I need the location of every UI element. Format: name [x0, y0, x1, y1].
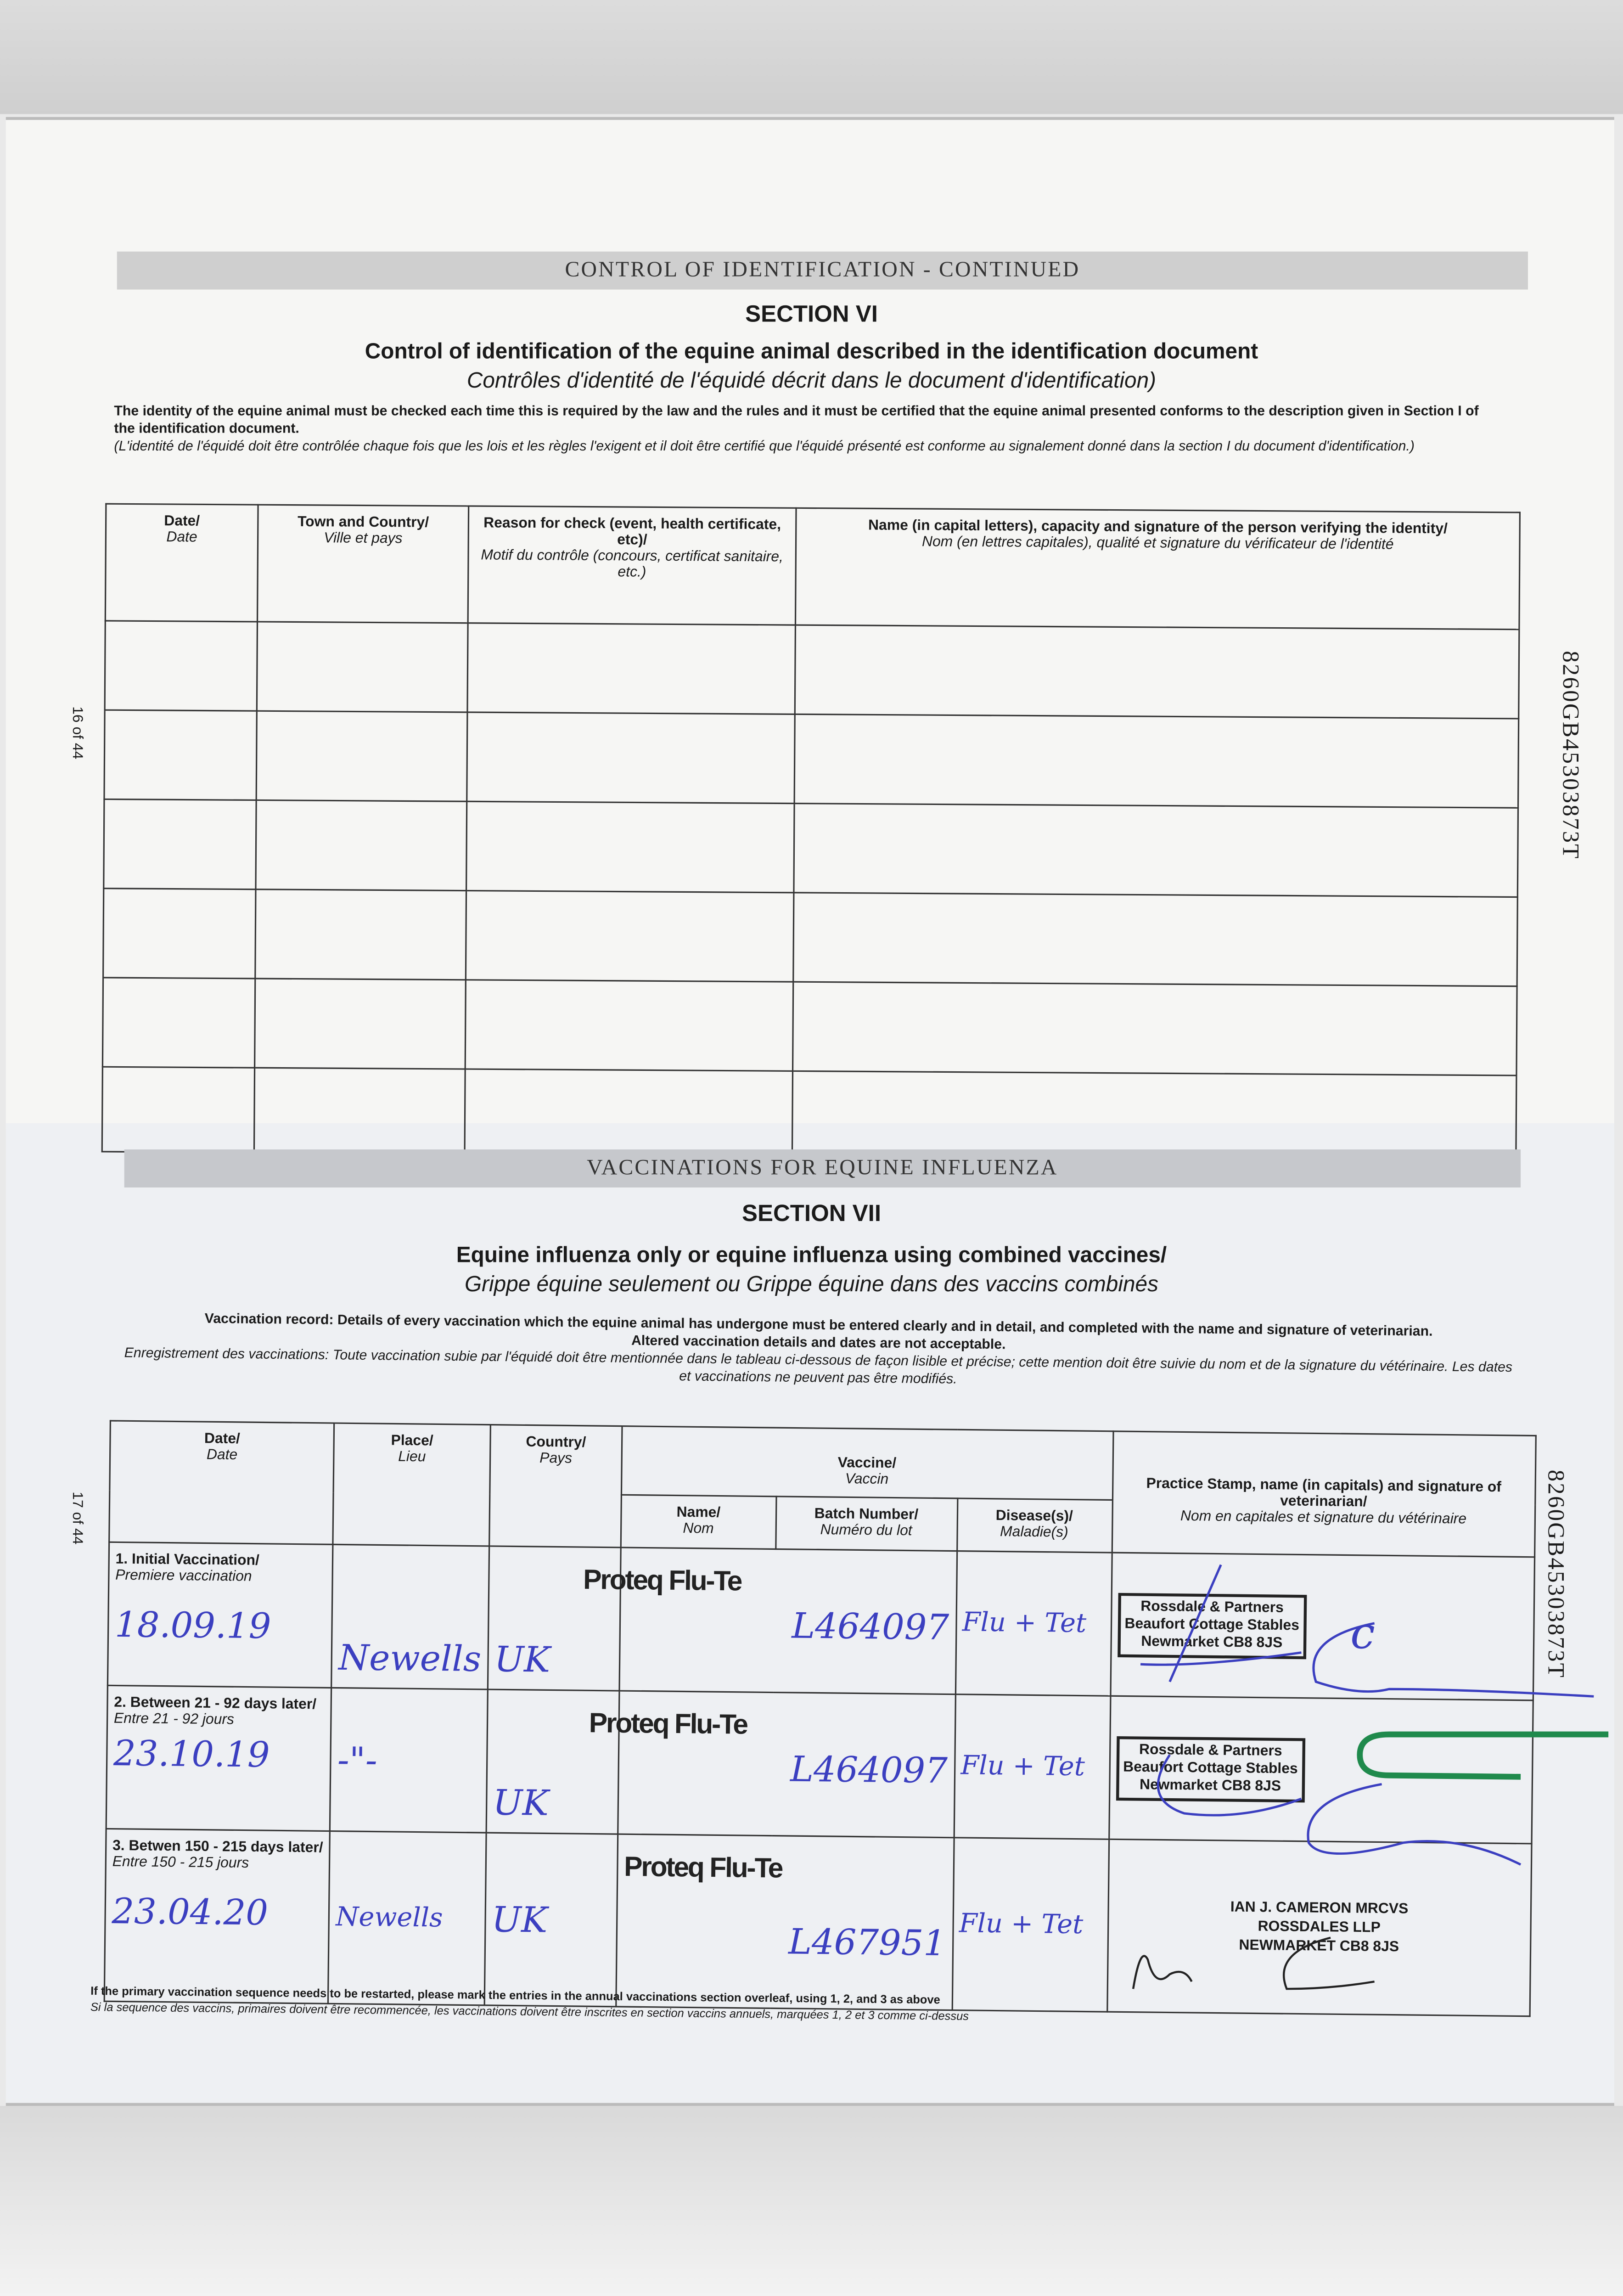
place-cell[interactable]: Newells — [328, 1831, 486, 2005]
header-stamp: Practice Stamp, name (in capitals) and s… — [1111, 1431, 1536, 1557]
batch-value: L464097 — [790, 1749, 948, 1792]
table-header-row: Date/Date Town and Country/Ville et pays… — [105, 504, 1520, 630]
date-cell[interactable]: 2. Between 21 - 92 days later/Entre 21 -… — [106, 1685, 332, 1831]
cell[interactable] — [793, 892, 1518, 986]
table-row — [104, 710, 1519, 808]
section-heading: SECTION VI — [745, 303, 878, 328]
identity-note-en: The identity of the equine animal must b… — [114, 403, 1479, 438]
signature-2 — [1157, 1754, 1522, 1866]
section-title-fr: Grippe équine seulement ou Grippe équine… — [464, 1272, 1159, 1297]
date-value: 23.04.20 — [112, 1891, 269, 1934]
cell[interactable] — [103, 888, 256, 979]
cell[interactable] — [254, 978, 466, 1069]
date-cell[interactable]: 3. Betwen 150 - 215 days later/Entre 150… — [104, 1829, 330, 2004]
header-place: Place/Lieu — [333, 1423, 490, 1546]
paperclip-icon — [1357, 1731, 1609, 1780]
vaccine-cell[interactable]: Proteq Flu-Te L464097 — [583, 1547, 957, 1694]
date-cell[interactable]: 1. Initial Vaccination/Premiere vaccinat… — [107, 1542, 333, 1688]
cell[interactable] — [792, 982, 1517, 1076]
header-country: Country/Pays — [489, 1424, 622, 1548]
vaccination-note-en2: Altered vaccination details and dates ar… — [631, 1333, 1006, 1353]
cell[interactable] — [255, 800, 467, 891]
date-value: 23.10.19 — [113, 1733, 270, 1776]
table-row — [102, 977, 1517, 1076]
vet-signatures — [1132, 1564, 1594, 1990]
cell[interactable] — [104, 710, 257, 800]
cell[interactable] — [465, 979, 793, 1071]
cell[interactable] — [792, 1071, 1516, 1160]
cell[interactable] — [795, 625, 1519, 719]
cell[interactable] — [255, 889, 466, 980]
vaccine-name-stamp: Proteq Flu-Te — [583, 1565, 741, 1598]
header-vaccine: Vaccine/Vaccin — [621, 1426, 1113, 1500]
cell[interactable] — [256, 711, 467, 802]
cell[interactable] — [465, 1069, 793, 1156]
section-banner: CONTROL OF IDENTIFICATION - CONTINUED — [117, 251, 1528, 290]
table-row — [102, 1067, 1516, 1160]
cell[interactable] — [257, 621, 468, 712]
table-row — [103, 888, 1518, 986]
batch-value: L464097 — [792, 1605, 949, 1649]
signature-3 — [1132, 1936, 1375, 1990]
section-title: Control of identification of the equine … — [365, 339, 1258, 364]
cell[interactable] — [793, 803, 1518, 897]
header-verifier: Name (in capital letters), capacity and … — [795, 508, 1520, 630]
page-number: 17 of 44 — [68, 1491, 85, 1545]
country-cell[interactable]: UK — [484, 1833, 618, 2007]
document-id: 8260GB45303873T — [1557, 651, 1582, 860]
section-heading: SECTION VII — [742, 1202, 881, 1227]
header-vaccine-name: Name/Nom — [621, 1495, 776, 1549]
vaccine-cell[interactable]: Proteq Flu-Te L464097 — [589, 1691, 955, 1838]
identity-check-table: Date/Date Town and Country/Ville et pays… — [101, 503, 1521, 1161]
header-town-country: Town and Country/Ville et pays — [257, 505, 469, 623]
header-disease: Disease(s)/Maladie(s) — [956, 1498, 1112, 1553]
cell[interactable] — [105, 620, 258, 711]
vaccination-note: Vaccination record: Details of every vac… — [124, 1310, 1513, 1395]
cell[interactable] — [467, 623, 796, 715]
cell[interactable] — [466, 890, 794, 982]
scan-bottom-edge — [0, 2105, 1623, 2296]
section-banner: VACCINATIONS FOR EQUINE INFLUENZA — [124, 1149, 1521, 1187]
vaccine-name-stamp: Proteq Flu-Te — [623, 1852, 782, 1885]
cell[interactable] — [102, 977, 255, 1068]
page-17 — [6, 1123, 1614, 2106]
cell[interactable] — [794, 714, 1519, 808]
cell[interactable] — [466, 712, 795, 804]
vaccination-note-fr: Enregistrement des vaccinations: Toute v… — [124, 1345, 1513, 1388]
table-header-row: Date/Date Place/Lieu Country/Pays Vaccin… — [109, 1420, 1536, 1557]
section-title: Equine influenza only or equine influenz… — [456, 1243, 1167, 1268]
header-reason: Reason for check (event, health certific… — [468, 506, 797, 625]
identity-note: The identity of the equine animal must b… — [114, 404, 1503, 456]
cell[interactable] — [254, 1068, 466, 1154]
signature-1 — [1140, 1564, 1594, 1698]
place-cell[interactable]: Newells — [331, 1544, 489, 1690]
header-date: Date/Date — [105, 504, 258, 622]
header-batch: Batch Number/Numéro du lot — [775, 1496, 957, 1551]
scan-top-edge — [0, 0, 1623, 114]
table-row — [103, 799, 1518, 897]
cell[interactable] — [102, 1067, 255, 1153]
vaccine-cell[interactable]: Proteq Flu-Te L467951 — [616, 1834, 954, 2010]
section-title-fr: Contrôles d'identité de l'équidé décrit … — [466, 368, 1157, 394]
date-value: 18.09.19 — [114, 1604, 271, 1647]
table-row — [105, 620, 1519, 719]
header-date: Date/Date — [109, 1420, 335, 1545]
place-cell[interactable]: -"- — [330, 1688, 488, 1833]
batch-value: L467951 — [788, 1921, 946, 1964]
identity-note-fr: (L'identité de l'équidé doit être contrô… — [114, 439, 1415, 455]
cell[interactable] — [466, 801, 795, 893]
cell[interactable] — [103, 799, 257, 889]
page-number: 16 of 44 — [68, 706, 85, 760]
vaccine-name-stamp: Proteq Flu-Te — [589, 1709, 747, 1741]
